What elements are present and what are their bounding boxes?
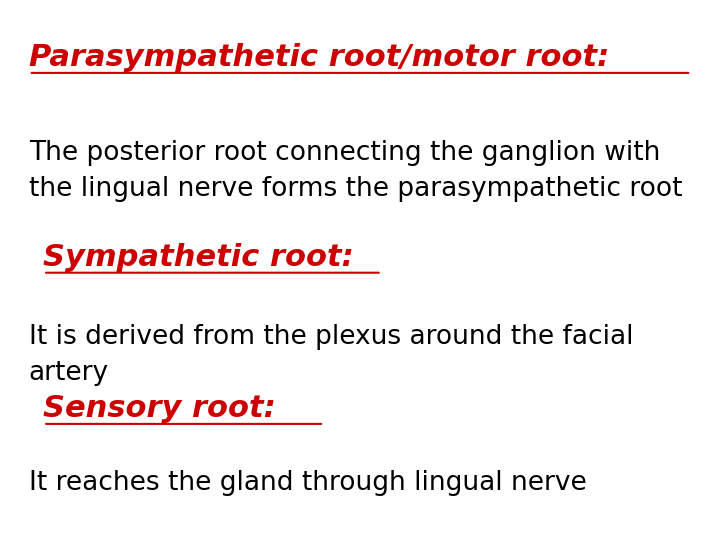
Text: It is derived from the plexus around the facial
artery: It is derived from the plexus around the… [29, 324, 634, 386]
Text: Sympathetic root:: Sympathetic root: [43, 243, 354, 272]
Text: It reaches the gland through lingual nerve: It reaches the gland through lingual ner… [29, 470, 587, 496]
Text: Parasympathetic root/motor root:: Parasympathetic root/motor root: [29, 43, 609, 72]
Text: Sensory root:: Sensory root: [43, 394, 276, 423]
Text: The posterior root connecting the ganglion with
the lingual nerve forms the para: The posterior root connecting the gangli… [29, 140, 683, 202]
